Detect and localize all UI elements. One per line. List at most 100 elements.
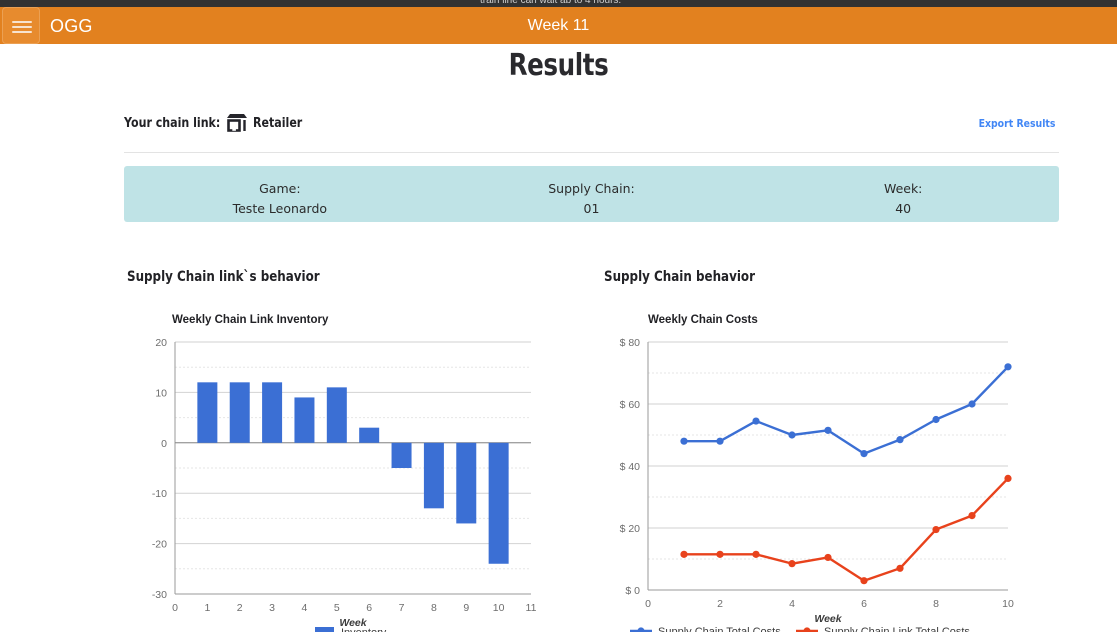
data-point-s1-w4[interactable] xyxy=(788,560,796,568)
data-point-s1-w2[interactable] xyxy=(716,550,724,558)
line-series-1 xyxy=(682,477,1010,582)
legend-label-1: Supply Chain Link Total Costs xyxy=(824,626,970,632)
app-bar: OGG Week 11 xyxy=(0,7,1117,44)
page-title: Results xyxy=(508,48,609,83)
info-label-supply-chain: Supply Chain: xyxy=(548,181,635,196)
clipped-top-strip-text: train line can wait ab to 4 hours. xyxy=(480,0,622,6)
clipped-top-strip: train line can wait ab to 4 hours. xyxy=(0,0,1117,7)
bar-week-4[interactable] xyxy=(294,397,315,443)
y-axis-tick: 0 xyxy=(161,438,167,450)
y-axis-tick: 10 xyxy=(155,387,167,399)
x-axis-tick: 5 xyxy=(334,602,340,614)
data-point-s1-w8[interactable] xyxy=(932,525,940,534)
section-heading-right: Supply Chain behavior xyxy=(604,269,755,285)
hamburger-bar xyxy=(12,26,32,28)
bar-chart-svg: 20 10 0 -10 -20 -30 0 1 2 3 4 5 6 7 8 9 10 11 WeekInventor… xyxy=(152,337,537,632)
data-point-s0-w4[interactable] xyxy=(788,431,796,439)
data-point-s1-w1[interactable] xyxy=(680,550,688,558)
chart-weekly-chain-costs: Weekly Chain Costs $ 80 $ 60 $ 40 $ 20 $ 0 0 2… xyxy=(600,300,1060,632)
x-axis-tick: 6 xyxy=(366,602,372,614)
divider xyxy=(124,152,1059,153)
x-axis-tick: 2 xyxy=(237,602,243,614)
x-axis-tick: 8 xyxy=(431,602,437,614)
data-point-s0-w10[interactable] xyxy=(1004,363,1012,371)
y-axis-tick: -10 xyxy=(152,488,167,500)
hamburger-icon[interactable] xyxy=(2,7,40,44)
export-results-link[interactable]: Export Results xyxy=(978,117,1055,130)
legend-item-0[interactable]: Supply Chain Total Costs xyxy=(630,626,781,632)
y-axis-tick: $ 20 xyxy=(620,523,641,535)
info-value-supply-chain: 01 xyxy=(583,201,600,216)
y-axis-tick: $ 0 xyxy=(625,585,640,597)
chart-title-right: Weekly Chain Costs xyxy=(648,314,758,326)
chain-link-label: Your chain link: xyxy=(124,116,221,131)
bar-week-3[interactable] xyxy=(262,382,283,443)
data-point-s1-w9[interactable] xyxy=(968,512,976,520)
x-axis-tick: 1 xyxy=(204,602,210,614)
y-axis-tick: -30 xyxy=(152,589,167,601)
legend-label-0: Supply Chain Total Costs xyxy=(658,626,781,632)
x-axis-tick: 0 xyxy=(645,598,651,610)
brand-logo[interactable]: OGG xyxy=(50,16,93,36)
info-cell-week: Week: 40 xyxy=(747,166,1059,222)
data-point-s0-w8[interactable] xyxy=(932,415,940,424)
bar-week-8[interactable] xyxy=(423,442,444,509)
store-icon xyxy=(224,112,250,138)
x-axis-tick: 4 xyxy=(302,602,308,614)
hamburger-bar xyxy=(12,31,32,33)
chain-link-role: Retailer xyxy=(253,116,303,131)
data-point-s0-w5[interactable] xyxy=(824,426,832,434)
x-axis-title: Week xyxy=(814,613,842,625)
data-point-s1-w6[interactable] xyxy=(860,577,868,585)
x-axis-title: Week xyxy=(339,617,367,629)
data-point-s1-w7[interactable] xyxy=(896,564,904,572)
y-axis-tick: $ 40 xyxy=(620,461,641,473)
legend-item-1[interactable]: Supply Chain Link Total Costs xyxy=(796,626,970,632)
data-point-s0-w2[interactable] xyxy=(716,437,724,445)
info-label-game: Game: xyxy=(259,181,301,196)
x-axis-tick: 2 xyxy=(717,598,723,610)
data-point-s0-w1[interactable] xyxy=(680,437,688,445)
y-axis-tick: $ 80 xyxy=(620,337,641,349)
y-axis-tick: 20 xyxy=(155,337,167,349)
bar-week-5[interactable] xyxy=(326,387,347,443)
data-point-s0-w6[interactable] xyxy=(860,450,868,458)
x-axis-tick: 6 xyxy=(861,598,867,610)
y-axis-tick: -20 xyxy=(152,539,167,551)
appbar-week-title: Week 11 xyxy=(527,17,590,34)
x-axis-tick: 11 xyxy=(526,602,537,614)
bar-week-9[interactable] xyxy=(456,442,477,524)
x-axis-tick: 10 xyxy=(1002,598,1014,610)
data-point-s1-w10[interactable] xyxy=(1004,474,1012,482)
data-point-s0-w9[interactable] xyxy=(968,400,976,408)
chain-link-row: Your chain link: Retailer Export Results xyxy=(124,112,1059,144)
x-axis-tick: 0 xyxy=(172,602,178,614)
chart-title-left: Weekly Chain Link Inventory xyxy=(172,314,329,326)
chart-weekly-chain-link-inventory: Weekly Chain Link Inventory 20 10 0 -10 -20-… xyxy=(124,300,564,632)
bar-week-10[interactable] xyxy=(488,442,509,564)
y-axis-tick: $ 60 xyxy=(620,399,641,411)
data-point-s1-w3[interactable] xyxy=(752,550,760,558)
data-point-s0-w7[interactable] xyxy=(896,436,904,444)
x-axis-tick: 7 xyxy=(399,602,405,614)
info-value-week: 40 xyxy=(895,201,912,216)
data-point-s0-w3[interactable] xyxy=(752,417,760,425)
section-heading-left: Supply Chain link`s behavior xyxy=(127,269,320,285)
x-axis-tick: 3 xyxy=(269,602,275,614)
bar-week-6[interactable] xyxy=(359,427,380,443)
bar-week-7[interactable] xyxy=(391,442,412,468)
x-axis-tick: 4 xyxy=(789,598,795,610)
bar-week-1[interactable] xyxy=(197,382,218,443)
x-axis-tick: 8 xyxy=(933,598,939,610)
legend-label-inventory: Inventory xyxy=(341,627,387,632)
bar-week-2[interactable] xyxy=(229,382,250,443)
info-value-game: Teste Leonardo xyxy=(232,201,328,216)
legend-swatch-inventory xyxy=(315,627,334,632)
hamburger-bar xyxy=(12,21,32,23)
info-label-week: Week: xyxy=(883,181,923,196)
data-point-s1-w5[interactable] xyxy=(824,553,832,562)
game-info-banner: Game: Teste Leonardo Supply Chain: 01 We… xyxy=(124,166,1059,222)
info-cell-game: Game: Teste Leonardo xyxy=(124,166,436,222)
